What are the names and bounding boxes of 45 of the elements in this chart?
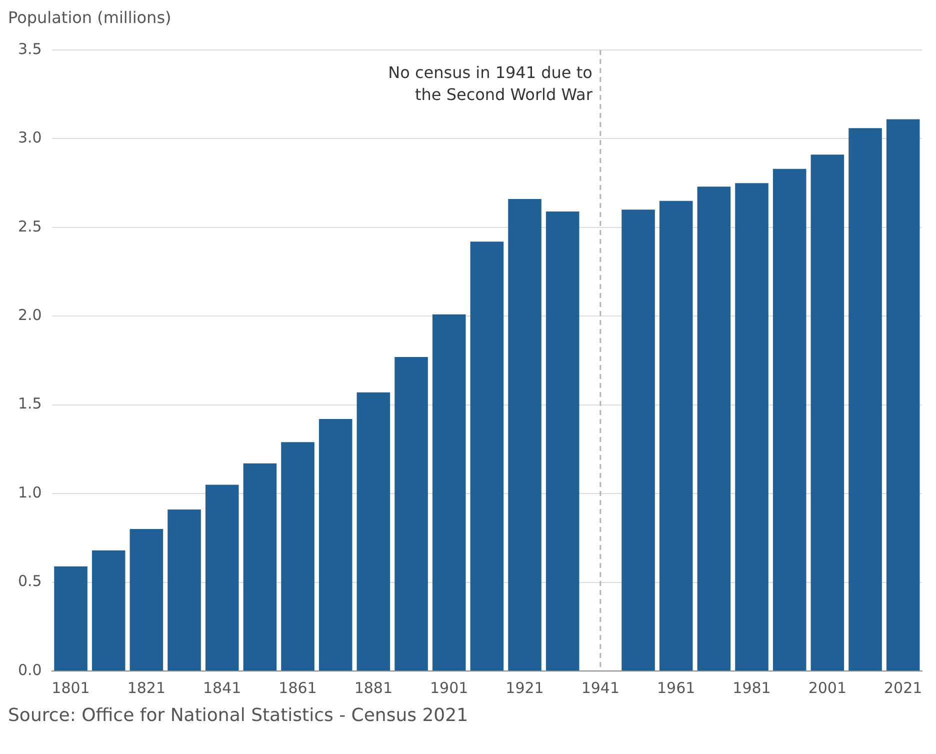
bar [432,314,466,670]
y-tick-label: 1.0 [18,483,42,502]
bar [356,392,390,670]
bar [508,199,542,670]
y-tick-label: 2.5 [18,217,42,236]
y-tick-label: 0.5 [18,572,42,590]
x-tick-label: 1881 [354,678,393,697]
bar [622,210,655,670]
x-tick-label: 1841 [203,678,242,697]
y-tick-label: 1.5 [18,394,42,413]
x-tick-label: 1821 [127,678,166,697]
bar [772,168,806,670]
x-tick-label: 2001 [808,678,847,697]
x-tick-label: 2021 [884,678,922,697]
bar [130,529,164,670]
source-note: Source: Office for National Statistics - Census 2021 [8,705,470,726]
x-tick-label: 1901 [430,678,468,697]
x-tick-label: 1941 [581,678,620,697]
bar [659,200,693,670]
bar [735,183,768,670]
bar [394,356,428,670]
x-tick-label: 1961 [656,678,696,697]
y-tick-label: 2.0 [18,306,42,324]
bar [546,211,580,670]
x-tick-label: 1861 [278,678,317,697]
x-tick-label: 1921 [506,678,544,697]
bar [318,419,352,670]
bar [281,442,314,670]
y-tick-label: 0.0 [18,660,42,679]
bar [54,566,88,670]
bar [848,128,882,670]
bar [243,463,277,670]
bar [886,119,920,670]
y-tick-label: 3.0 [18,128,42,147]
x-tick-label: 1981 [732,678,771,697]
bar [470,242,504,670]
bar [205,484,239,670]
y-axis-title: Population (millions) [8,8,172,27]
y-tick-label: 3.5 [18,40,42,58]
bar [92,550,126,670]
bar [168,510,201,670]
ref-line-label: No census in 1941 due to the Second World War [388,63,593,104]
x-tick-label: 1801 [52,678,90,697]
bar [697,186,731,670]
bar [810,154,844,670]
